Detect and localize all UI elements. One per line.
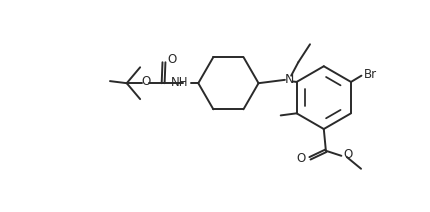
Text: Br: Br (363, 68, 377, 81)
Text: O: O (344, 148, 353, 162)
Text: O: O (141, 75, 150, 88)
Text: N: N (284, 73, 294, 86)
Text: O: O (297, 152, 306, 165)
Text: O: O (167, 53, 177, 66)
Text: NH: NH (171, 76, 188, 89)
